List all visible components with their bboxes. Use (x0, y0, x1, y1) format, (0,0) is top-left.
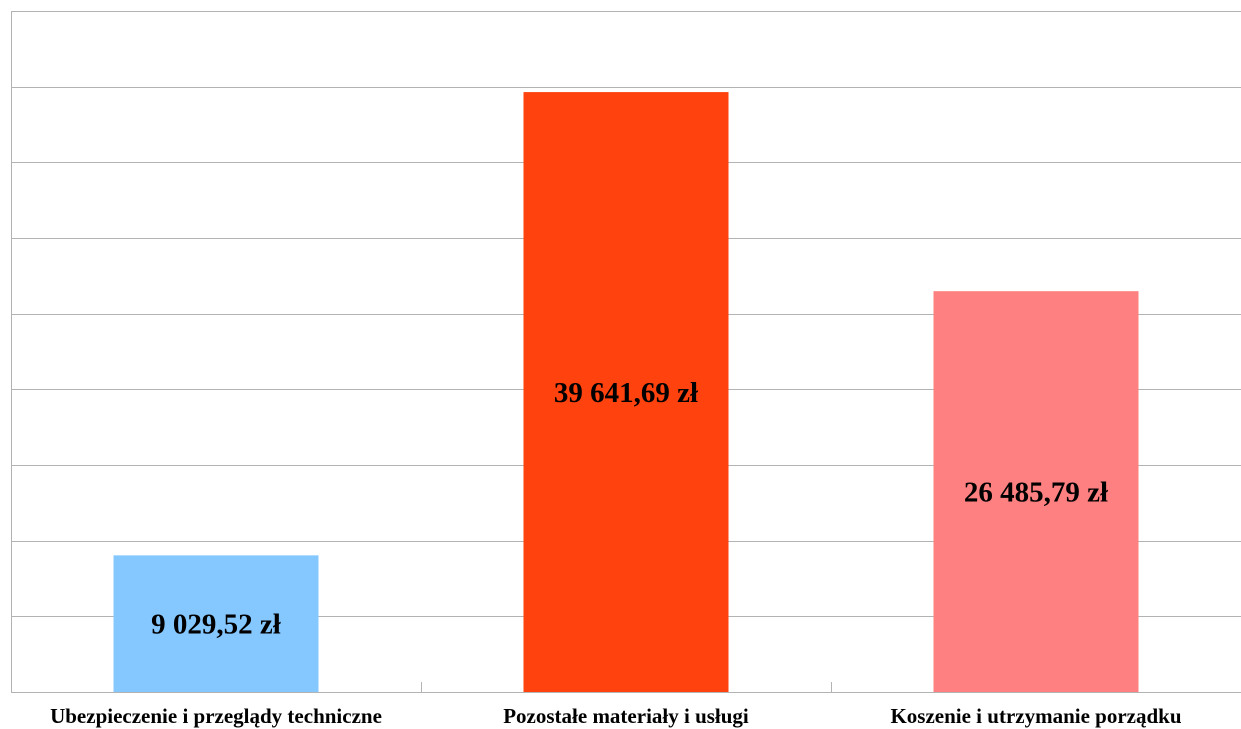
data-label: 9 029,52 zł (151, 609, 281, 641)
bar (113, 555, 319, 692)
value-labels: 9 029,52 zł 39 641,69 zł 26 485,79 zł (151, 377, 1108, 641)
x-tick-label: Koszenie i utrzymanie porządku (890, 704, 1181, 728)
x-tick-label: Ubezpieczenie i przeglądy techniczne (50, 704, 382, 728)
bars (113, 92, 1139, 692)
x-tick-label: Pozostałe materiały i usługi (503, 704, 749, 728)
category-labels: Ubezpieczenie i przeglądy techniczne Pozo… (50, 704, 1182, 728)
bar (523, 92, 729, 692)
bar (933, 291, 1139, 692)
data-label: 26 485,79 zł (964, 477, 1108, 509)
x-axis (11, 682, 1241, 693)
data-label: 39 641,69 zł (554, 377, 698, 409)
